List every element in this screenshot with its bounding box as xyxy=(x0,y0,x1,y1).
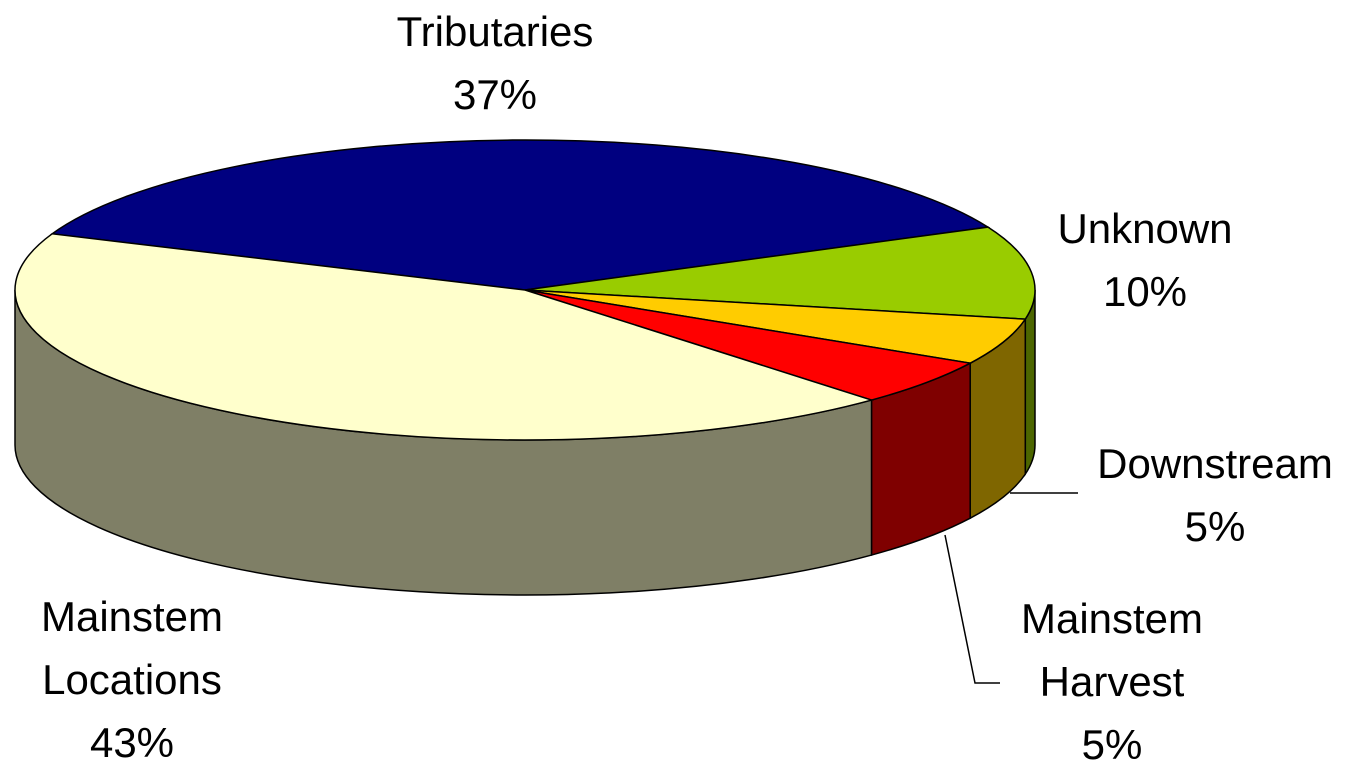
value-label: 43% xyxy=(90,719,174,766)
pie-slice xyxy=(14,233,875,441)
value-label: 5% xyxy=(1082,721,1143,768)
pie xyxy=(14,139,1036,596)
pie-slice xyxy=(50,139,991,291)
slice-label: Downstream xyxy=(1097,440,1333,487)
value-label: 37% xyxy=(453,71,537,118)
pie-slice xyxy=(524,289,973,401)
slice-label: Mainstem xyxy=(1021,595,1203,642)
slice-label: Locations xyxy=(42,656,222,703)
slice-label: Tributaries xyxy=(397,8,594,55)
pie-slice xyxy=(524,289,1027,364)
slice-label: Unknown xyxy=(1057,205,1232,252)
leader-line xyxy=(944,534,1000,684)
pie-slice xyxy=(524,226,1036,320)
value-label: 10% xyxy=(1103,268,1187,315)
slice-label: Mainstem xyxy=(41,593,223,640)
slice-label: Harvest xyxy=(1040,658,1185,705)
value-label: 5% xyxy=(1185,503,1246,550)
